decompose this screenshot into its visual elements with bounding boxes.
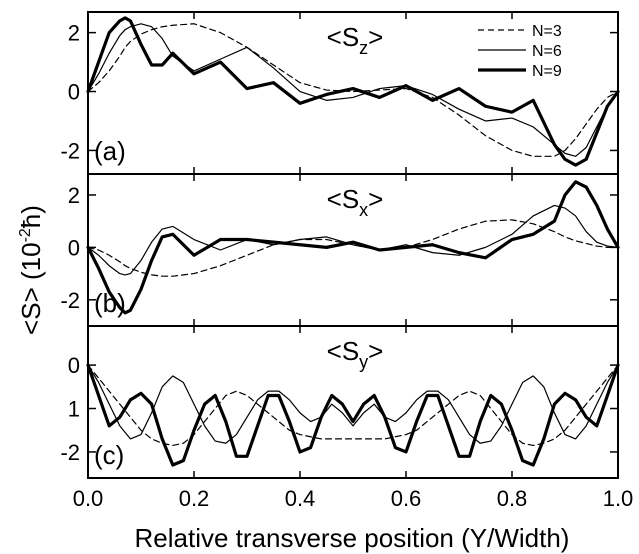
x-tick-label-1: 0.2 [179,486,210,511]
series-line-0-N9 [86,16,620,167]
series-line-2-N3 [87,364,619,447]
y-tick-label-1-0: 2 [68,183,80,208]
x-tick-label-4: 0.8 [497,486,528,511]
panels: 20-2 (a)<Sz>20-2 (b)<Sx>01-20.0 0.2 0.4 0.6 0.… [60,11,634,511]
panel-title-1: <Sx> [327,184,384,220]
panel-title-prefix-1: <S [327,184,360,214]
x-tick-label-3: 0.6 [391,486,422,511]
y-tick-label-1-1: 0 [68,235,80,260]
series-line-1-N3 [87,219,619,277]
series-line-1-N6 [87,204,619,276]
y-tick-label-0-0: 2 [68,21,80,46]
legend-label-1: N=6 [532,43,562,60]
y-tick-label-0-2: -2 [60,138,80,163]
series-line-2-N6 [87,364,619,444]
series-line-2-N9 [86,363,620,467]
y-tick-label-0-1: 0 [68,80,80,105]
x-tick-label-2: 0.4 [285,486,316,511]
legend-label-2: N=9 [532,63,562,80]
legend: N=3 N=6 N=9 [478,23,562,80]
panel-title-sub-0: z [359,38,368,58]
panel-title-sub-2: y [359,352,368,372]
plot-frame-2 [87,325,619,479]
panel-title-sub-1: x [359,200,368,220]
series-line-1-N9 [86,180,620,315]
panel-title-suffix-2: > [368,336,383,366]
y-axis-label-unit: ħ) [16,205,46,228]
panel-title-suffix-1: > [368,184,383,214]
panel-title-suffix-0: > [368,22,383,52]
y-tick-label-2-2: -2 [60,440,80,465]
x-tick-label-0: 0.0 [73,486,104,511]
panel-letter-2: (c) [94,440,124,470]
panel-title-0: <Sz> [327,22,384,58]
y-tick-label-1-2: -2 [60,288,80,313]
panel-title-prefix-2: <S [327,336,360,366]
panel-title-2: <Sy> [327,336,384,372]
panel-1: 2 0 -2 (b) <Sx> [60,173,620,327]
x-tick-label-5: 1.0 [603,486,634,511]
series-line-0-N6 [87,23,619,157]
y-axis-label-exponent: -2 [17,228,34,242]
y-tick-label-2-0: 0 [68,353,80,378]
panel-letter-1: (b) [94,288,126,318]
y-axis-label: <S> (10-2ħ) [16,205,46,335]
panel-2: 0 1 -2 0.0 0.2 0.4 0.6 0.8 1.0 (c) <Sy> [60,325,634,511]
panel-letter-0: (a) [94,136,126,166]
panel-title-prefix-0: <S [327,22,360,52]
y-axis-label-main: <S> (10 [16,242,46,335]
panel-0: 2 0 -2 (a) <Sz> [60,11,620,175]
series-line-0-N3 [87,23,619,157]
x-axis-label: Relative transverse position (Y/Width) [135,523,570,553]
legend-label-0: N=3 [532,23,562,40]
y-tick-label-2-1: 1 [68,397,80,422]
